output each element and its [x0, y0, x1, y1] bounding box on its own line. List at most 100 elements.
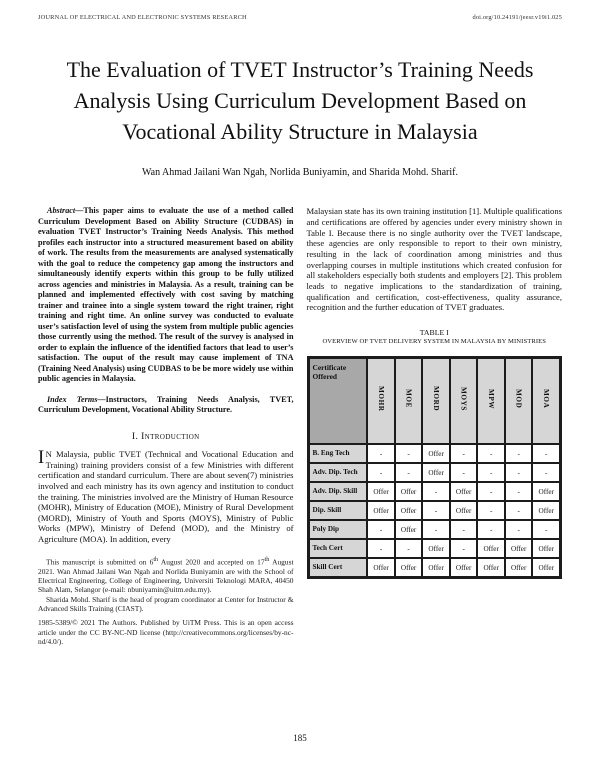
- table-cell: -: [476, 519, 506, 541]
- table-cell: -: [476, 462, 506, 484]
- column-header-moe: MOE: [393, 356, 424, 446]
- table-cell: -: [503, 500, 534, 522]
- table-cell: -: [531, 443, 562, 465]
- table-header-row: Certificate Offered MOHR MOE MORD MOYS M…: [306, 356, 562, 446]
- table-cell: Offer: [366, 481, 396, 503]
- table-cell: -: [448, 462, 479, 484]
- table-cell: Offer: [476, 538, 506, 560]
- footnotes: This manuscript is submitted on 6th Augu…: [38, 557, 294, 646]
- table-cell: Offer: [421, 443, 451, 465]
- table-cell: Offer: [421, 462, 451, 484]
- introduction-heading: I. Introduction: [131, 430, 200, 442]
- page-header: JOURNAL OF ELECTRICAL AND ELECTRONIC SYS…: [38, 14, 562, 21]
- table-cell: Offer: [366, 557, 396, 579]
- superscript-th: th: [153, 556, 159, 563]
- table-cell: -: [503, 519, 534, 541]
- table-cell: Offer: [531, 538, 562, 560]
- row-label: Tech Cert: [306, 538, 369, 560]
- table-caption-number: TABLE I: [419, 327, 449, 337]
- paper-authors: Wan Ahmad Jailani Wan Ngah, Norlida Buni…: [142, 167, 458, 179]
- table-corner-header: Certificate Offered: [306, 356, 369, 446]
- body-paragraph: Malaysian state has its own training ins…: [306, 206, 563, 313]
- column-header-mod: MOD: [503, 356, 534, 446]
- table-cell: -: [421, 500, 451, 522]
- table-cell: -: [366, 538, 396, 560]
- footnote-text: August 2021. Wan Ahmad Jailani Wan Ngah …: [38, 557, 294, 595]
- table-cell: Offer: [393, 519, 424, 541]
- table-cell: Offer: [531, 481, 562, 503]
- drop-cap: I: [38, 447, 45, 468]
- table-cell: -: [476, 481, 506, 503]
- row-label: Dip. Skill: [306, 500, 369, 522]
- column-header-mohr: MOHR: [366, 356, 396, 446]
- table-cell: Offer: [421, 538, 451, 560]
- table-cell: Offer: [503, 557, 534, 579]
- right-column: Malaysian state has its own training ins…: [306, 206, 563, 646]
- table-cell: -: [503, 443, 534, 465]
- table-cell: -: [393, 538, 424, 560]
- superscript-th: th: [264, 556, 270, 563]
- column-header-moys: MOYS: [448, 356, 479, 446]
- index-terms-label: Index Terms—: [47, 394, 106, 404]
- two-column-body: Abstract—This paper aims to evaluate the…: [38, 206, 562, 646]
- table-row: Skill Cert Offer Offer Offer Offer Offer…: [306, 557, 562, 579]
- table-cell: -: [366, 443, 396, 465]
- footnote-text: August 2020 and accepted on 17: [158, 557, 265, 567]
- table-cell: -: [503, 462, 534, 484]
- table-cell: -: [503, 481, 534, 503]
- table-cell: Offer: [531, 500, 562, 522]
- table-cell: -: [421, 481, 451, 503]
- table-cell: Offer: [393, 481, 424, 503]
- table-cell: -: [476, 500, 506, 522]
- table-cell: Offer: [448, 481, 479, 503]
- abstract-label: Abstract—: [47, 206, 84, 216]
- table-cell: -: [476, 443, 506, 465]
- column-header-mord: MORD: [421, 356, 451, 446]
- paper-title: The Evaluation of TVET Instructor’s Trai…: [66, 57, 534, 144]
- table-cell: Offer: [448, 557, 479, 579]
- table-cell: -: [421, 519, 451, 541]
- table-caption: TABLE I OVERVIEW OF TVET DELIVERY SYSTEM…: [307, 328, 563, 347]
- table-cell: -: [448, 519, 479, 541]
- left-column: Abstract—This paper aims to evaluate the…: [38, 206, 294, 646]
- table-cell: Offer: [393, 500, 424, 522]
- journal-name: JOURNAL OF ELECTRICAL AND ELECTRONIC SYS…: [38, 14, 247, 21]
- row-label: Adv. Dip. Skill: [306, 481, 369, 503]
- table-cell: Offer: [531, 557, 562, 579]
- footnote-text: This manuscript is submitted on 6: [46, 557, 154, 567]
- table-cell: -: [393, 462, 424, 484]
- table-cell: -: [448, 443, 479, 465]
- doi-text: doi.org/10.24191/jeesr.v19i1.025: [472, 14, 562, 21]
- table-cell: Offer: [476, 557, 506, 579]
- footnote-license: 1985-5389/© 2021 The Authors. Published …: [38, 618, 294, 646]
- row-label: B. Eng Tech: [306, 443, 369, 465]
- column-header-mpw: MPW: [476, 356, 506, 446]
- table-cell: Offer: [421, 557, 451, 579]
- intro-text: N Malaysia, public TVET (Technical and V…: [38, 448, 294, 545]
- table-cell: Offer: [448, 500, 479, 522]
- row-label: Skill Cert: [306, 557, 369, 579]
- table-cell: -: [448, 538, 479, 560]
- table-cell: -: [531, 462, 562, 484]
- row-label: Adv. Dip. Tech: [306, 462, 369, 484]
- table-caption-title: OVERVIEW OF TVET DELIVERY SYSTEM IN MALA…: [322, 338, 547, 346]
- table-cell: -: [531, 519, 562, 541]
- table-cell: Offer: [366, 500, 396, 522]
- footnote-sharida: Sharida Mohd. Sharif is the head of prog…: [38, 594, 294, 613]
- table-cell: -: [366, 519, 396, 541]
- index-terms: Index Terms—Instructors, Training Needs …: [38, 395, 294, 416]
- table-row: Adv. Dip. Skill Offer Offer - Offer - - …: [306, 481, 562, 503]
- table-row: Tech Cert - - Offer - Offer Offer Offer: [306, 538, 562, 560]
- tvet-delivery-table: Certificate Offered MOHR MOE MORD MOYS M…: [306, 356, 562, 580]
- abstract: Abstract—This paper aims to evaluate the…: [38, 206, 294, 385]
- table-cell: -: [393, 443, 424, 465]
- page-number: 185: [293, 733, 307, 743]
- table-cell: Offer: [393, 557, 424, 579]
- footnote-manuscript: This manuscript is submitted on 6th Augu…: [38, 557, 294, 595]
- table-row: B. Eng Tech - - Offer - - - -: [306, 443, 562, 465]
- table-cell: Offer: [503, 538, 534, 560]
- table-row: Dip. Skill Offer Offer - Offer - - Offer: [306, 500, 562, 522]
- index-terms-text: Instructors, Training Needs Analysis, TV…: [38, 394, 294, 415]
- table-row: Poly Dip - Offer - - - - -: [306, 519, 562, 541]
